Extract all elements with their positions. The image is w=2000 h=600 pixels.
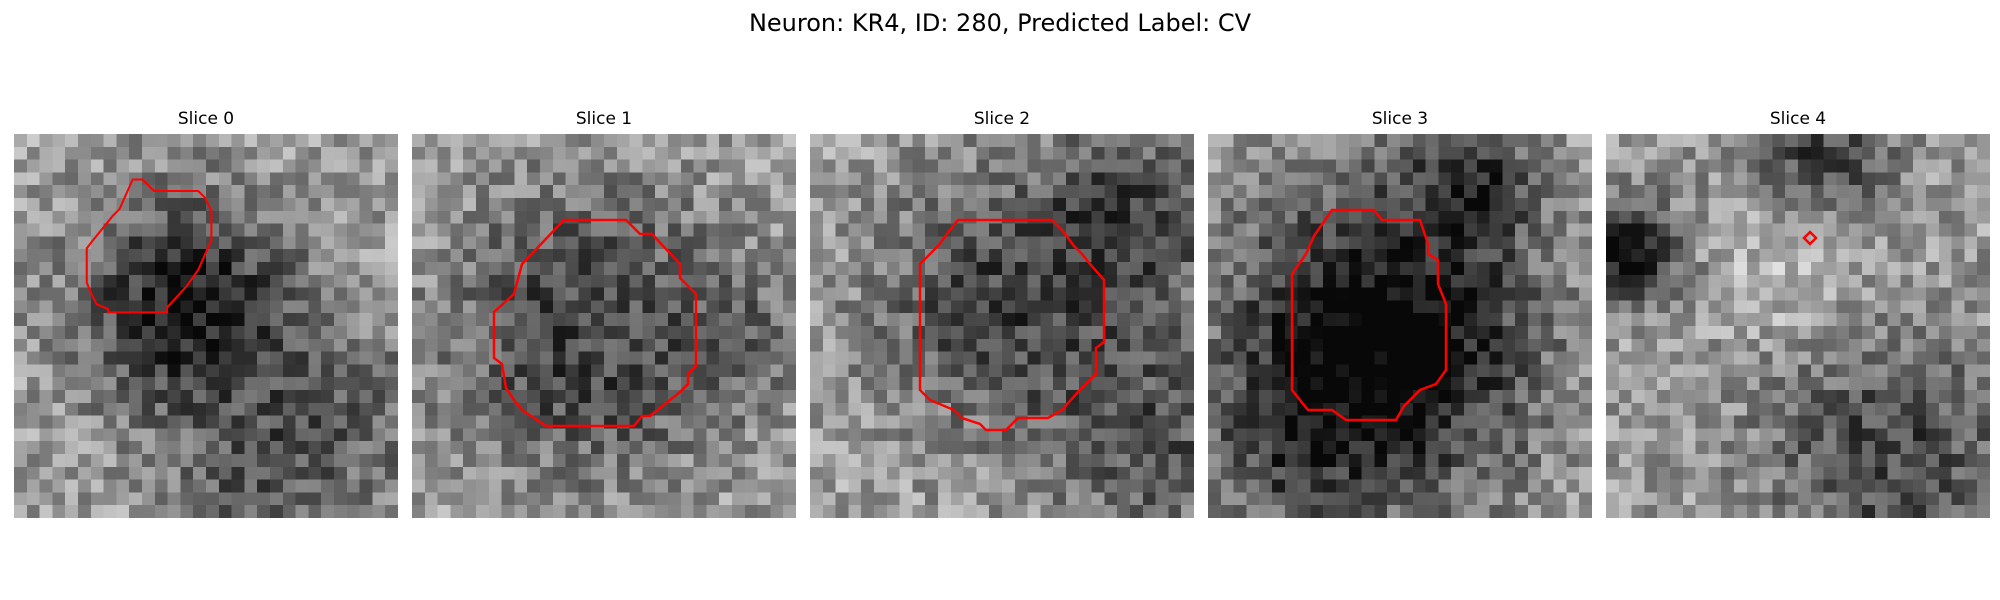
slice-0-contour-layer: [85, 178, 213, 314]
slice-1-image: [412, 134, 796, 518]
slice-0-panel: [14, 134, 398, 518]
slice-4-panel: [1606, 134, 1990, 518]
slice-0-roi-contour: [85, 178, 213, 314]
slice-2-panel: [810, 134, 1194, 518]
slice-3-contour-layer: [1290, 208, 1448, 422]
slice-0-title: Slice 0: [177, 109, 235, 129]
slice-4-roi-contour: [1802, 230, 1818, 246]
slice-3-image: [1208, 134, 1592, 518]
slice-3-panel: [1208, 134, 1592, 518]
slice-4-title: Slice 4: [1769, 109, 1827, 129]
slice-4-contour-layer: [1802, 230, 1818, 246]
slice-3-roi-contour: [1290, 208, 1448, 422]
slice-1-contour-layer: [492, 218, 698, 428]
figure-title: Neuron: KR4, ID: 280, Predicted Label: C…: [748, 9, 1252, 37]
slice-4-image: [1606, 134, 1990, 518]
slice-1-title: Slice 1: [575, 109, 633, 129]
slice-2-contour-layer: [918, 218, 1106, 432]
slice-1-panel: [412, 134, 796, 518]
slice-2-title: Slice 2: [973, 109, 1031, 129]
slice-2-image: [810, 134, 1194, 518]
slice-2-roi-contour: [918, 218, 1106, 432]
slice-3-title: Slice 3: [1371, 109, 1429, 129]
slice-1-roi-contour: [492, 218, 698, 428]
